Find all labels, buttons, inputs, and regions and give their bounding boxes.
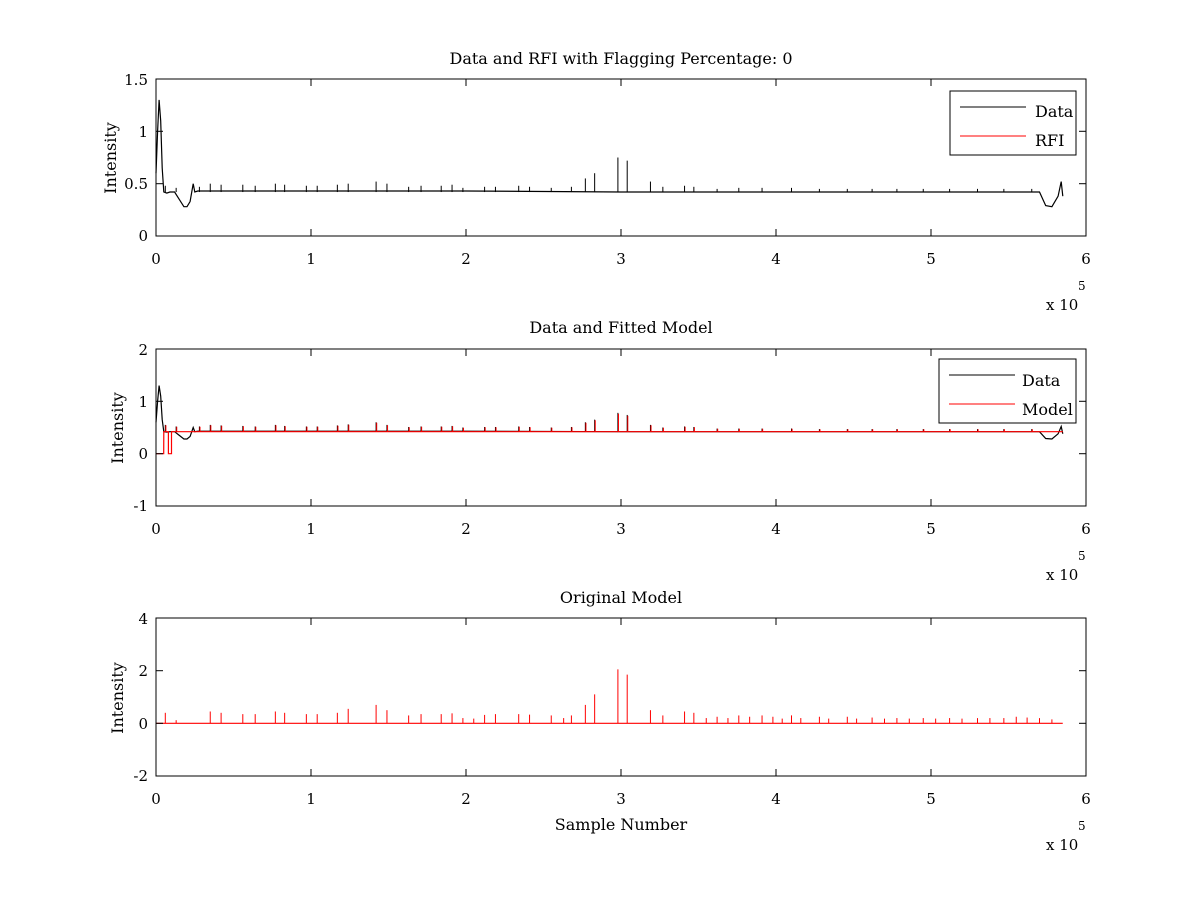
subplot-3-ytick-label-2: 2 [138, 662, 148, 680]
subplot-3-xlabel: Sample Number [555, 815, 688, 834]
subplot-2-x-multiplier: x 10 [1046, 566, 1078, 584]
subplot-2-xticks: 0 1 2 3 4 5 6 [151, 349, 1091, 538]
subplot-1-xtick-label-5: 5 [926, 250, 936, 268]
subplot-2-ytick-label-1: 0 [138, 445, 148, 463]
subplot-2-xtick-label-4: 4 [771, 520, 781, 538]
subplot-1-ytick-label-1: 0.5 [124, 175, 148, 193]
subplot-1-series-data-line [155, 99, 1064, 208]
subplot-1-x-multiplier: x 10 [1046, 296, 1078, 314]
subplot-1-x-multiplier-exponent: 5 [1078, 279, 1086, 293]
subplot-2-xtick-label-3: 3 [616, 520, 626, 538]
subplot-3-lines [156, 669, 1063, 724]
subplot-1-plot-area [156, 79, 1086, 236]
subplot-2-xtick-label-1: 1 [306, 520, 316, 538]
subplot-2-xtick-label-2: 2 [461, 520, 471, 538]
subplot-1-xtick-label-2: 2 [461, 250, 471, 268]
subplot-1-xtick-label-6: 6 [1081, 250, 1091, 268]
subplot-3-ytick-label-3: 4 [138, 610, 148, 628]
subplot-3-x-multiplier: x 10 [1046, 836, 1078, 854]
subplot-2-ytick-label-0: -1 [133, 497, 148, 515]
subplot-1-legend-label-data: Data [1035, 102, 1074, 121]
subplot-1-legend-box [949, 90, 1077, 156]
subplot-2: Data and Fitted Model Intensity 0 1 2 3 … [108, 318, 1091, 584]
subplot-3-ytick-label-0: -2 [133, 767, 148, 785]
subplot-2-xtick-label-0: 0 [151, 520, 161, 538]
subplot-1-ylabel: Intensity [101, 122, 120, 194]
subplot-2-yticks: -1 0 1 2 [133, 341, 1086, 515]
subplot-2-legend-box [938, 358, 1077, 424]
subplot-3-xtick-label-3: 3 [616, 790, 626, 808]
subplot-3-xtick-label-4: 4 [771, 790, 781, 808]
subplot-3-title: Original Model [560, 588, 682, 607]
subplot-1-xtick-label-3: 3 [616, 250, 626, 268]
subplot-2-legend: Data Model [938, 358, 1077, 424]
subplot-1-ytick-label-2: 1 [138, 123, 148, 141]
subplot-2-legend-label-data: Data [1022, 371, 1061, 390]
subplot-2-legend-label-model: Model [1022, 400, 1073, 419]
subplot-3-xtick-label-5: 5 [926, 790, 936, 808]
subplot-1-ytick-label-0: 0 [138, 227, 148, 245]
subplot-2-xtick-label-6: 6 [1081, 520, 1091, 538]
subplot-1-xticks: 0 1 2 3 4 5 6 [151, 79, 1091, 268]
subplot-3-ylabel: Intensity [108, 662, 127, 734]
subplot-3-plot-area [156, 618, 1086, 776]
subplot-3-xtick-label-1: 1 [306, 790, 316, 808]
subplot-3-xtick-label-6: 6 [1081, 790, 1091, 808]
subplot-2-x-multiplier-exponent: 5 [1078, 549, 1086, 563]
subplot-3-yticks: -2 0 2 4 [133, 610, 1086, 785]
subplot-2-ytick-label-2: 1 [138, 393, 148, 411]
subplot-1-title: Data and RFI with Flagging Percentage: 0 [449, 49, 792, 68]
subplot-1-xtick-label-1: 1 [306, 250, 316, 268]
subplot-3-xtick-label-0: 0 [151, 790, 161, 808]
subplot-2-lines [155, 385, 1064, 455]
subplot-2-xtick-label-5: 5 [926, 520, 936, 538]
subplot-1-ytick-label-3: 1.5 [124, 71, 148, 89]
subplot-2-plot-area [156, 349, 1086, 506]
subplot-1-yticks: 0 0.5 1 1.5 [124, 71, 1086, 245]
subplot-1: Data and RFI with Flagging Percentage: 0… [101, 49, 1091, 314]
subplot-2-series-model-line [156, 431, 1063, 455]
subplot-1-legend-label-rfi: RFI [1035, 131, 1064, 150]
subplot-2-title: Data and Fitted Model [529, 318, 712, 337]
subplot-1-lines [155, 99, 1064, 208]
subplot-2-ylabel: Intensity [108, 392, 127, 464]
subplot-1-xtick-label-4: 4 [771, 250, 781, 268]
subplot-2-ytick-label-3: 2 [138, 341, 148, 359]
subplot-1-xtick-label-0: 0 [151, 250, 161, 268]
subplot-3-xtick-label-2: 2 [461, 790, 471, 808]
subplot-3-xticks: 0 1 2 3 4 5 6 [151, 618, 1091, 808]
subplot-3-ytick-label-1: 0 [138, 715, 148, 733]
subplot-1-legend: Data RFI [949, 90, 1077, 156]
subplot-3-x-multiplier-exponent: 5 [1078, 819, 1086, 833]
subplot-3: Original Model Intensity 0 1 2 3 4 5 [108, 588, 1091, 854]
